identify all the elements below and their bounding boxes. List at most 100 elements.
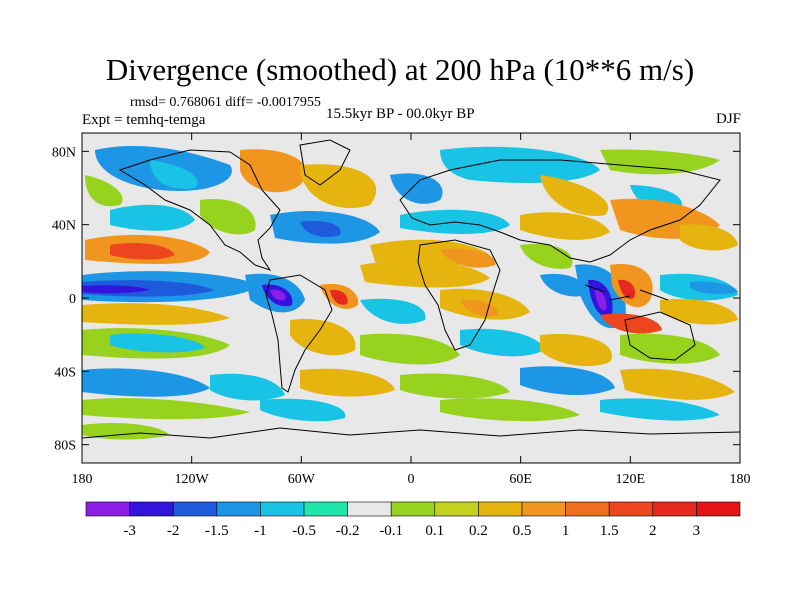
colorbar-label: 0.2: [469, 523, 488, 539]
field-blob: [620, 368, 735, 400]
x-tick-label: 120E: [616, 472, 646, 487]
y-tick-label: 40S: [54, 365, 76, 380]
field-blob: [82, 398, 250, 420]
field-blob: [618, 279, 636, 299]
colorbar-label: -0.1: [379, 523, 403, 539]
field-blob: [600, 149, 720, 175]
coast-australia: [624, 311, 696, 361]
field-blob: [110, 333, 205, 353]
colorbar-box: [303, 501, 348, 517]
field-blob: [600, 398, 720, 421]
colorbar-label: 1.5: [600, 523, 619, 539]
field-blob: [110, 243, 175, 260]
field-blob: [200, 199, 256, 235]
colorbar-box: [652, 501, 697, 517]
experiment-label: Expt = temhq-temga: [82, 112, 206, 128]
field-blob: [440, 248, 496, 268]
coastlines: [82, 139, 740, 439]
field-blob: [82, 368, 210, 397]
coast-south-america: [265, 274, 333, 393]
colorbar-label: -0.2: [336, 523, 360, 539]
field-blob: [440, 146, 600, 183]
colorbar-label: 3: [693, 523, 701, 539]
field-blob: [82, 423, 170, 440]
field-blob: [260, 398, 346, 422]
x-tick-label: 0: [408, 472, 415, 487]
field-blob: [300, 220, 341, 238]
field-blob: [150, 160, 198, 189]
colorbar-label: -0.5: [292, 523, 316, 539]
coast-africa: [417, 239, 501, 351]
field-blob: [290, 319, 356, 356]
x-tick-label: 180: [730, 472, 751, 487]
field-blob: [360, 298, 426, 324]
field-blob: [460, 299, 499, 317]
x-tick-label: 60E: [509, 472, 532, 487]
field-blob: [660, 299, 738, 325]
colorbar-box: [85, 501, 130, 517]
period-label: 15.5kyr BP - 00.0kyr BP: [326, 106, 475, 122]
field-blob: [520, 244, 573, 269]
field-blob: [82, 285, 150, 294]
colorbar-box: [216, 501, 261, 517]
axis-ticks: 180 120W 60W 0 60E 120E 180 80N 40N 0 40S 80S: [52, 133, 751, 487]
coast-eurasia: [399, 159, 721, 263]
y-tick-label: 80S: [54, 439, 76, 454]
coast-maritime: [584, 284, 669, 301]
field-blob: [620, 333, 720, 364]
field-blob: [520, 366, 615, 396]
field-blob: [400, 373, 510, 399]
colorbar-label: 0.1: [425, 523, 444, 539]
season-label: DJF: [715, 111, 741, 127]
field-blob: [82, 303, 230, 325]
field-blob: [600, 313, 662, 334]
colorbar-label: -3: [123, 523, 136, 539]
field-blob: [240, 149, 307, 193]
colorbar-box: [434, 501, 479, 517]
field-blob: [210, 373, 285, 401]
field-blob: [520, 212, 610, 240]
field-blob: [330, 289, 348, 305]
colorbar-label: -1.5: [205, 523, 229, 539]
colorbar-label: 0.5: [513, 523, 532, 539]
colorbar-label: 1: [562, 523, 570, 539]
x-tick-label: 120W: [175, 472, 210, 487]
colorbar-box: [608, 501, 654, 517]
field-blob: [85, 175, 123, 207]
field-blob: [300, 368, 395, 397]
field-blob: [690, 281, 738, 295]
field-blob: [300, 164, 377, 209]
colorbar-box: [129, 501, 174, 517]
x-tick-label: 180: [72, 472, 93, 487]
coast-greenland: [299, 139, 351, 186]
field-blob: [540, 334, 612, 367]
colorbar-label: -1: [254, 523, 267, 539]
colorbar-box: [390, 501, 436, 517]
colorbar-box: [521, 501, 566, 517]
map-title: Divergence (smoothed) at 200 hPa (10**6 …: [105, 52, 695, 87]
divergence-field: [82, 133, 740, 463]
colorbar-box: [696, 501, 741, 517]
x-tick-label: 60W: [288, 472, 316, 487]
colorbar-box: [172, 501, 218, 517]
field-blob: [270, 289, 286, 301]
colorbar-label: 2: [649, 523, 657, 539]
field-blob: [540, 273, 586, 297]
field-blob: [360, 333, 460, 365]
colorbar-box: [565, 501, 610, 517]
field-blob: [680, 224, 738, 251]
coast-antarctica: [82, 427, 740, 439]
field-blob: [595, 290, 607, 311]
colorbar: -3 -2 -1.5 -1 -0.5 -0.2 -0.1 0.1 0.2 0.5 1 1.5 2 3: [85, 501, 741, 539]
y-tick-label: 40N: [52, 219, 76, 234]
stats-label: rmsd= 0.768061 diff= -0.0017955: [130, 95, 321, 110]
colorbar-label: -2: [167, 523, 180, 539]
colorbar-box: [347, 501, 392, 517]
field-blob: [460, 328, 545, 357]
y-tick-label: 80N: [52, 145, 76, 160]
coast-north-america: [118, 149, 281, 271]
field-blob: [540, 175, 609, 216]
field-blob: [440, 398, 580, 422]
colorbar-box: [260, 501, 305, 517]
